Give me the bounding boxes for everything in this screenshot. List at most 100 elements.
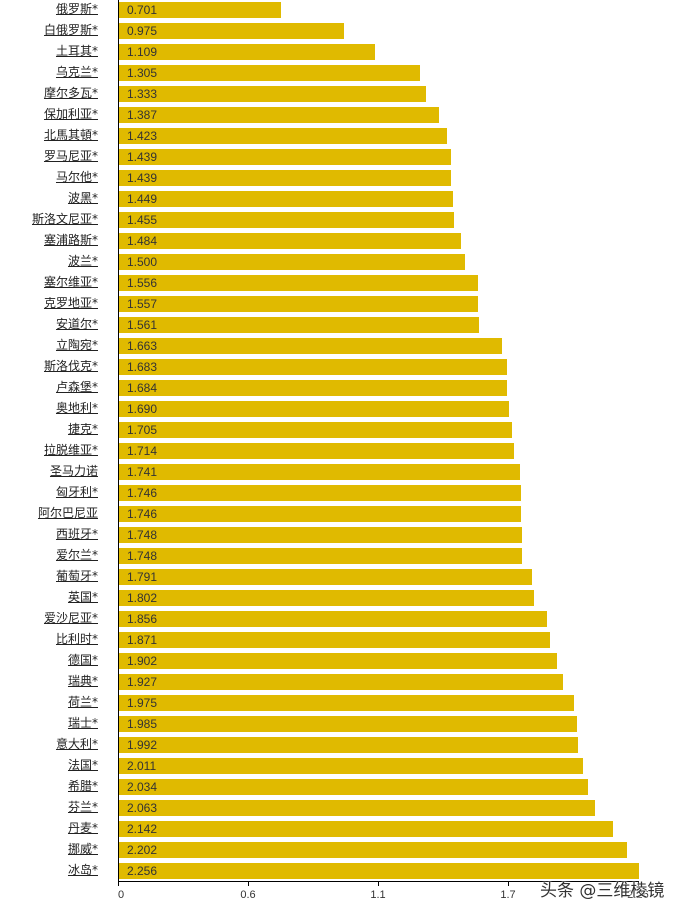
bar-row: 捷克* 1.705 <box>0 420 681 441</box>
bar-row: 瑞士* 1.985 <box>0 714 681 735</box>
bar-value-label: 1.746 <box>127 486 158 500</box>
category-label-link[interactable]: 捷克* <box>67 422 98 436</box>
bar-value-label: 1.423 <box>127 129 158 143</box>
category-label-link[interactable]: 法国* <box>67 758 98 772</box>
category-label-link[interactable]: 荷兰* <box>67 695 98 709</box>
bar-value-label: 1.856 <box>127 612 158 626</box>
category-label-link[interactable]: 塞尔维亚* <box>43 275 98 289</box>
bar-row: 乌克兰* 1.305 <box>0 63 681 84</box>
category-label-link[interactable]: 希腊* <box>67 779 98 793</box>
bar-row: 葡萄牙* 1.791 <box>0 567 681 588</box>
category-label-link[interactable]: 意大利* <box>55 737 98 751</box>
bar-value-label: 1.748 <box>127 549 158 563</box>
category-label-link[interactable]: 俄罗斯* <box>55 2 98 16</box>
bar-value-label: 1.902 <box>127 654 158 668</box>
category-label-link[interactable]: 瑞士* <box>67 716 98 730</box>
category-label-link[interactable]: 圣马力诺 <box>49 464 98 478</box>
category-label-link[interactable]: 丹麦* <box>67 821 98 835</box>
category-label-link[interactable]: 克罗地亚* <box>43 296 98 310</box>
bar-value-label: 1.333 <box>127 87 158 101</box>
bar-value-label: 1.992 <box>127 738 158 752</box>
bar: 1.484 <box>119 233 462 249</box>
bar-row: 克罗地亚* 1.557 <box>0 294 681 315</box>
category-label-link[interactable]: 波兰* <box>67 254 98 268</box>
category-label-link[interactable]: 爱尔兰* <box>55 548 98 562</box>
category-label-link[interactable]: 罗马尼亚* <box>43 149 98 163</box>
bar-row: 比利时* 1.871 <box>0 630 681 651</box>
bar: 1.109 <box>119 44 375 60</box>
bar-value-label: 2.011 <box>127 759 157 773</box>
category-label-link[interactable]: 爱沙尼亚* <box>43 611 98 625</box>
category-label-link[interactable]: 西班牙* <box>55 527 98 541</box>
bar-row: 摩尔多瓦* 1.333 <box>0 84 681 105</box>
category-label-link[interactable]: 塞浦路斯* <box>43 233 98 247</box>
category-label-link[interactable]: 阿尔巴尼亚 <box>37 506 98 520</box>
category-label-link[interactable]: 匈牙利* <box>55 485 98 499</box>
bar-row: 塞尔维亚* 1.556 <box>0 273 681 294</box>
category-label-link[interactable]: 瑞典* <box>67 674 98 688</box>
x-tick-label: 1.1 <box>370 889 386 901</box>
bar-value-label: 1.714 <box>127 444 158 458</box>
bar: 2.034 <box>119 779 588 795</box>
category-label-link[interactable]: 斯洛文尼亚* <box>31 212 98 226</box>
bar-value-label: 1.663 <box>127 339 158 353</box>
category-label-link[interactable]: 德国* <box>67 653 98 667</box>
bar: 1.902 <box>119 653 558 669</box>
category-label-link[interactable]: 北馬其頓* <box>43 128 98 142</box>
bar: 1.705 <box>119 422 512 438</box>
bar-row: 塞浦路斯* 1.484 <box>0 231 681 252</box>
bar: 1.439 <box>119 170 451 186</box>
bar: 1.856 <box>119 611 547 627</box>
bar-value-label: 1.927 <box>127 675 158 689</box>
bar-value-label: 1.305 <box>127 66 158 80</box>
category-label-link[interactable]: 斯洛伐克* <box>43 359 98 373</box>
bar-value-label: 1.449 <box>127 192 158 206</box>
category-label-link[interactable]: 冰岛* <box>67 863 98 877</box>
x-tick-label: 0.6 <box>240 889 256 901</box>
bar: 1.455 <box>119 212 455 228</box>
bar-row: 芬兰* 2.063 <box>0 798 681 819</box>
bar-value-label: 1.500 <box>127 255 158 269</box>
bar: 1.439 <box>119 149 451 165</box>
bar-row: 希腊* 2.034 <box>0 777 681 798</box>
category-label-link[interactable]: 马尔他* <box>55 170 98 184</box>
category-label-link[interactable]: 白俄罗斯* <box>43 23 98 37</box>
category-label-link[interactable]: 波黑* <box>67 191 98 205</box>
category-label-link[interactable]: 摩尔多瓦* <box>43 86 98 100</box>
bar-row: 罗马尼亚* 1.439 <box>0 147 681 168</box>
bar-value-label: 1.975 <box>127 696 158 710</box>
bar-row: 匈牙利* 1.746 <box>0 483 681 504</box>
bar-value-label: 1.748 <box>127 528 158 542</box>
category-label-link[interactable]: 安道尔* <box>55 317 98 331</box>
category-label-link[interactable]: 立陶宛* <box>55 338 98 352</box>
category-label-link[interactable]: 乌克兰* <box>55 65 98 79</box>
category-label-link[interactable]: 英国* <box>67 590 98 604</box>
x-tick-mark <box>118 881 119 886</box>
bar-row: 北馬其頓* 1.423 <box>0 126 681 147</box>
category-label-link[interactable]: 葡萄牙* <box>55 569 98 583</box>
bar-value-label: 1.439 <box>127 150 158 164</box>
bar: 1.975 <box>119 695 575 711</box>
bar-row: 瑞典* 1.927 <box>0 672 681 693</box>
category-label-link[interactable]: 卢森堡* <box>55 380 98 394</box>
x-tick-mark <box>638 881 639 886</box>
category-label-link[interactable]: 芬兰* <box>67 800 98 814</box>
category-label-link[interactable]: 比利时* <box>55 632 98 646</box>
bar: 1.500 <box>119 254 465 270</box>
category-label-link[interactable]: 保加利亚* <box>43 107 98 121</box>
bar-value-label: 2.063 <box>127 801 158 815</box>
bar: 0.701 <box>119 2 281 18</box>
category-label-link[interactable]: 奥地利* <box>55 401 98 415</box>
category-label-link[interactable]: 挪威* <box>67 842 98 856</box>
category-label-link[interactable]: 拉脱维亚* <box>43 443 98 457</box>
bar-row: 法国* 2.011 <box>0 756 681 777</box>
bar: 1.556 <box>119 275 478 291</box>
bar: 1.927 <box>119 674 564 690</box>
bar-value-label: 1.556 <box>127 276 158 290</box>
bar-value-label: 1.484 <box>127 234 158 248</box>
bar-value-label: 1.705 <box>127 423 158 437</box>
bar-value-label: 1.455 <box>127 213 158 227</box>
category-label-link[interactable]: 土耳其* <box>55 44 98 58</box>
x-tick-mark <box>508 881 509 886</box>
